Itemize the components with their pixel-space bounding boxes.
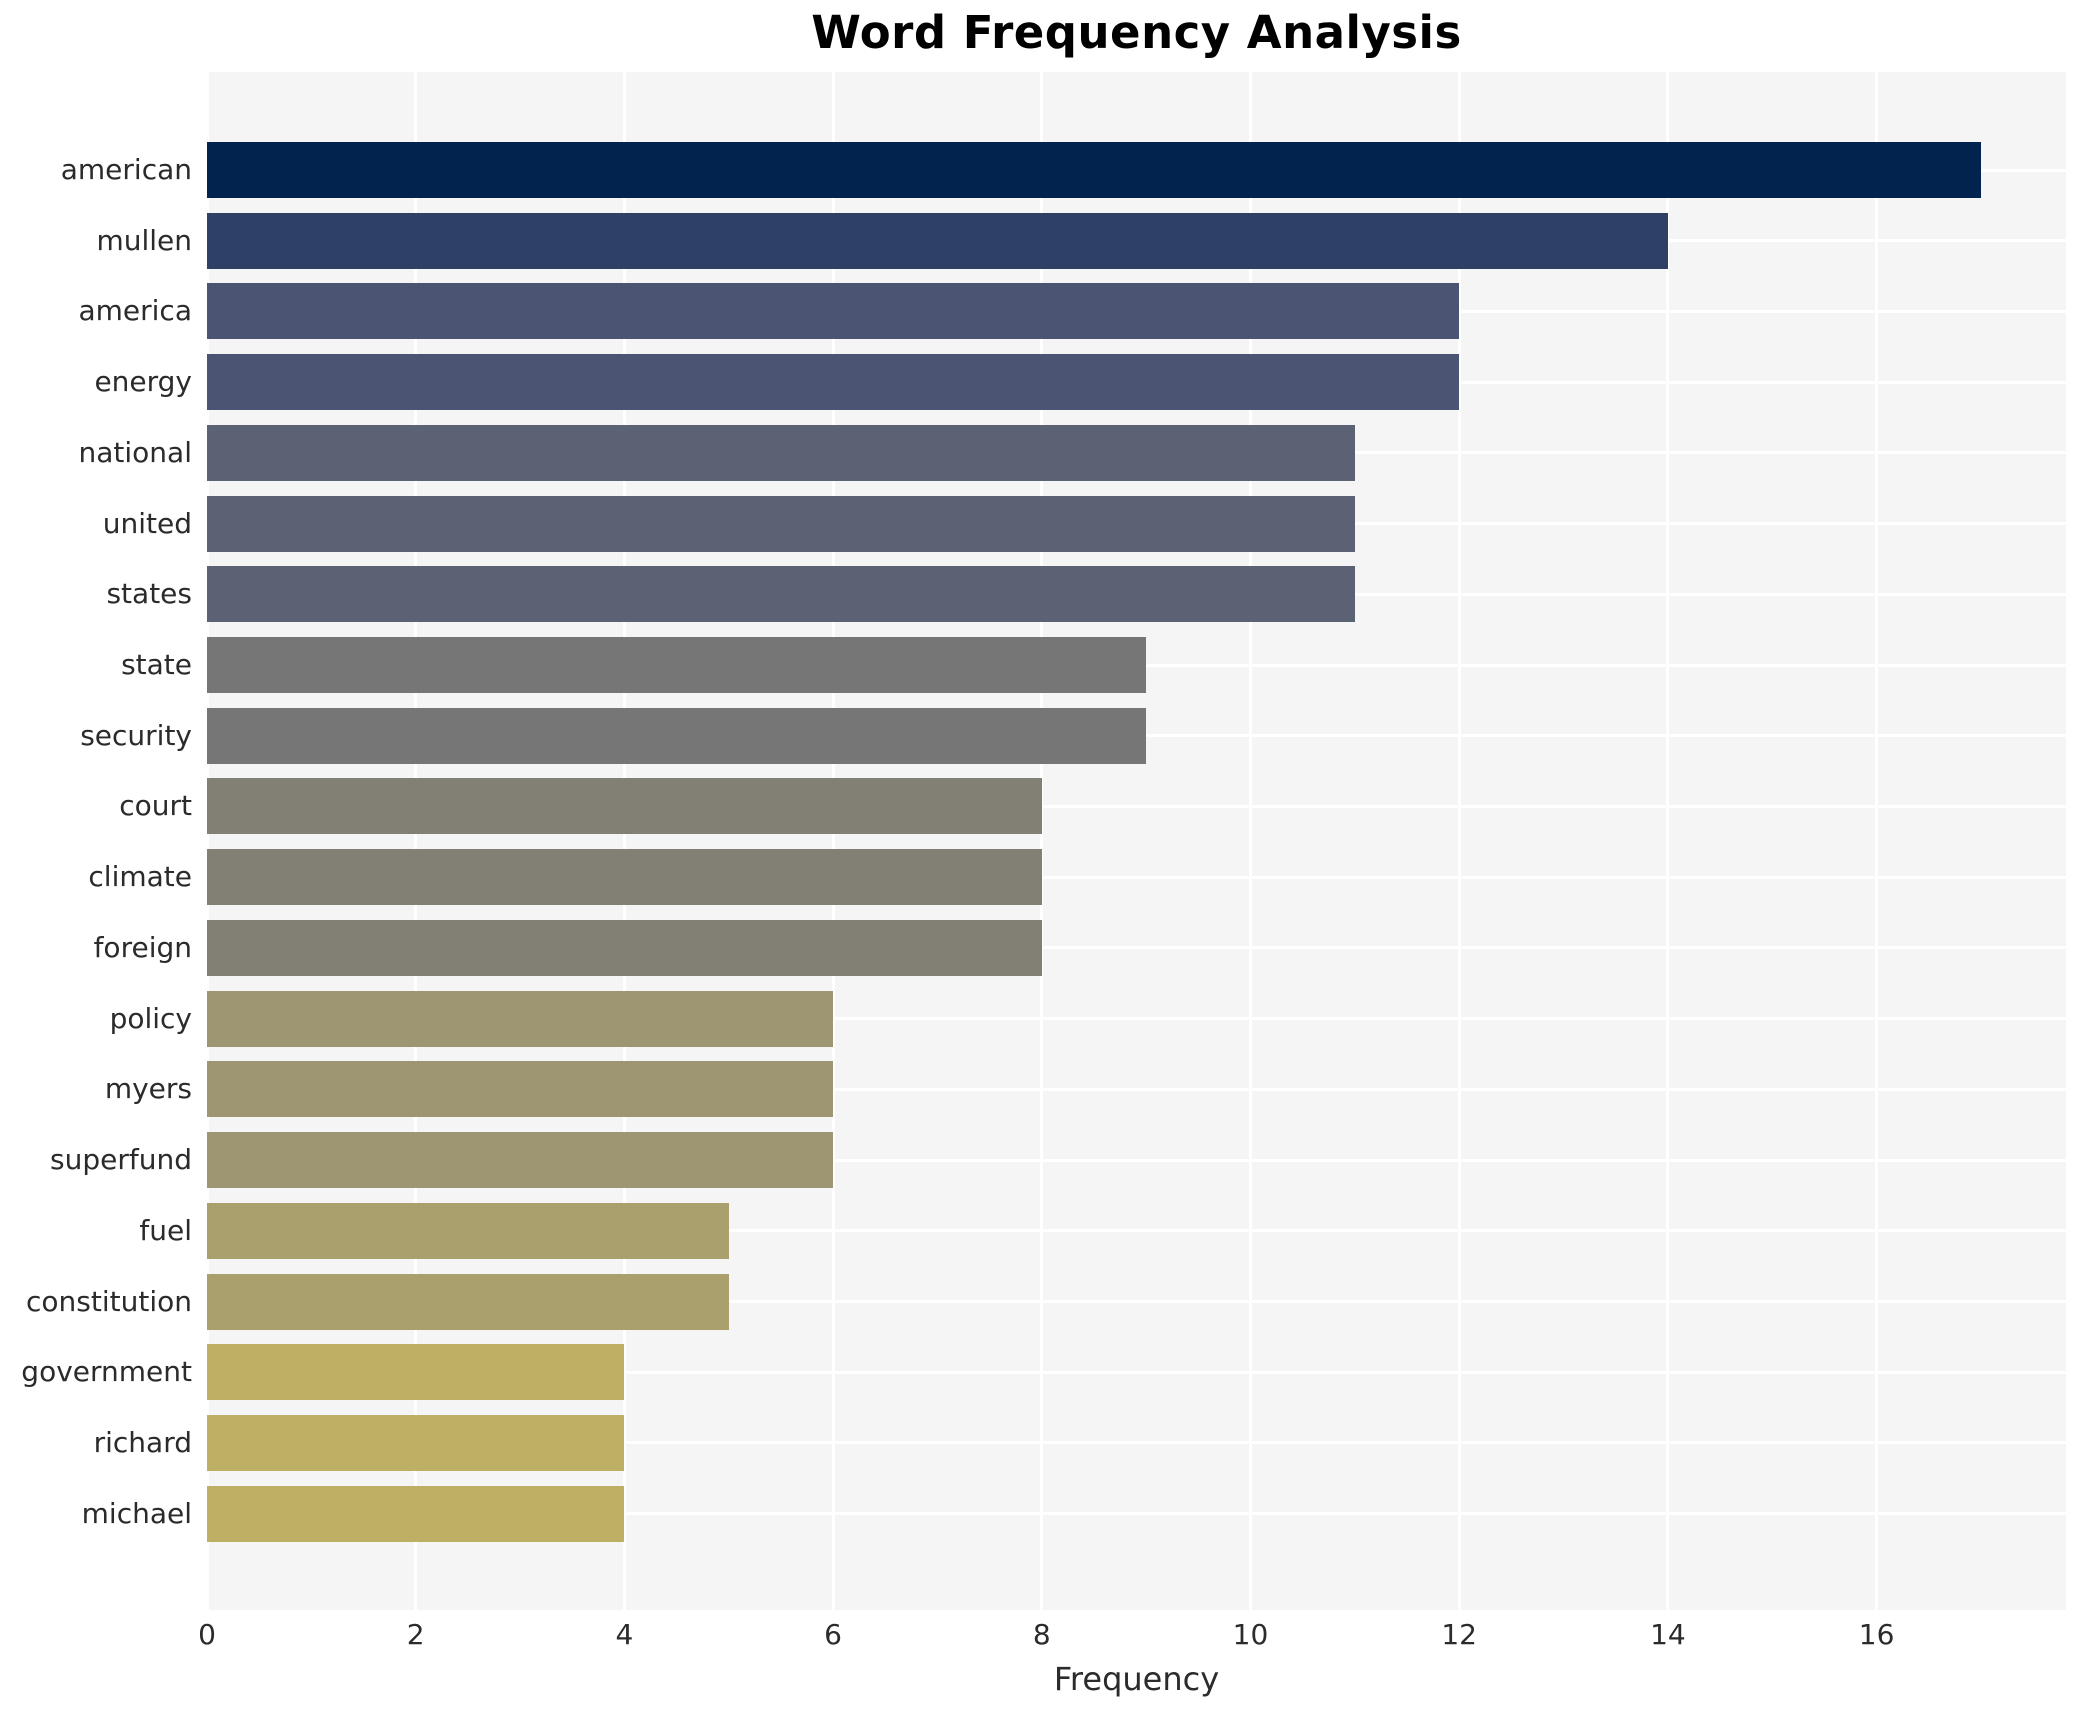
x-tick-label-14: 14: [1650, 1618, 1686, 1651]
gridline-vertical: [831, 72, 835, 1610]
gridline-horizontal: [207, 1300, 2066, 1304]
x-axis-label: Frequency: [1053, 1660, 1220, 1698]
gridline-horizontal: [207, 1087, 2066, 1091]
gridline-vertical: [622, 72, 626, 1610]
gridline-vertical: [207, 72, 209, 1610]
bar-america: [207, 283, 1460, 340]
bar-mullen: [207, 212, 1668, 269]
gridline-horizontal: [207, 1441, 2066, 1445]
bar-state: [207, 637, 1147, 694]
category-label-foreign: foreign: [93, 930, 192, 964]
category-label-national: national: [78, 435, 192, 469]
category-label-security: security: [80, 718, 192, 752]
bar-security: [207, 707, 1147, 764]
x-tick-label-0: 0: [198, 1618, 216, 1651]
category-label-richard: richard: [93, 1425, 192, 1459]
gridline-vertical: [1249, 72, 1252, 1610]
category-label-mullen: mullen: [96, 223, 192, 257]
plot-area: [207, 72, 2066, 1610]
gridline-horizontal: [207, 1229, 2066, 1233]
bar-michael: [207, 1485, 625, 1542]
bar-court: [207, 778, 1042, 835]
gridline-horizontal: [207, 1370, 2066, 1374]
category-label-america: america: [78, 294, 192, 328]
gridline-horizontal: [207, 946, 2066, 950]
bar-constitution: [207, 1273, 729, 1330]
bar-american: [207, 142, 1981, 198]
bar-richard: [207, 1414, 625, 1471]
gridline-vertical: [1666, 72, 1670, 1610]
bar-government: [207, 1344, 625, 1401]
bar-fuel: [207, 1202, 729, 1259]
category-label-government: government: [21, 1355, 192, 1389]
category-label-energy: energy: [94, 365, 192, 399]
chart-title: Word Frequency Analysis: [811, 6, 1462, 59]
gridline-horizontal: [207, 875, 2066, 879]
gridline-horizontal: [207, 1017, 2066, 1021]
gridline-vertical: [1875, 72, 1879, 1610]
bar-united: [207, 495, 1355, 552]
category-label-myers: myers: [104, 1072, 192, 1106]
category-label-policy: policy: [109, 1001, 192, 1035]
x-tick-label-10: 10: [1232, 1618, 1269, 1651]
category-label-constitution: constitution: [26, 1284, 192, 1318]
bar-national: [207, 424, 1355, 481]
category-label-court: court: [119, 789, 192, 823]
gridline-vertical: [1040, 72, 1044, 1610]
bar-foreign: [207, 919, 1042, 976]
x-tick-label-2: 2: [406, 1618, 425, 1651]
category-label-fuel: fuel: [139, 1213, 192, 1247]
category-label-american: american: [60, 153, 192, 186]
category-label-states: states: [106, 577, 192, 611]
category-label-state: state: [121, 648, 192, 682]
gridline-vertical: [1457, 72, 1461, 1610]
bar-myers: [207, 1061, 834, 1118]
x-tick-label-4: 4: [615, 1618, 634, 1651]
category-label-climate: climate: [88, 860, 192, 894]
x-tick-label-6: 6: [824, 1618, 842, 1651]
category-label-superfund: superfund: [50, 1143, 192, 1177]
gridline-horizontal: [207, 1512, 2066, 1516]
bar-states: [207, 566, 1355, 623]
bar-policy: [207, 990, 834, 1047]
gridline-horizontal: [207, 804, 2066, 808]
bar-superfund: [207, 1132, 834, 1189]
x-tick-label-8: 8: [1032, 1618, 1051, 1651]
bar-climate: [207, 849, 1042, 906]
category-label-michael: michael: [81, 1496, 192, 1530]
x-tick-label-16: 16: [1858, 1618, 1895, 1651]
category-label-united: united: [102, 506, 192, 540]
bar-energy: [207, 354, 1460, 411]
x-tick-label-12: 12: [1441, 1618, 1477, 1651]
gridline-vertical: [414, 72, 418, 1610]
gridline-horizontal: [207, 1158, 2066, 1162]
